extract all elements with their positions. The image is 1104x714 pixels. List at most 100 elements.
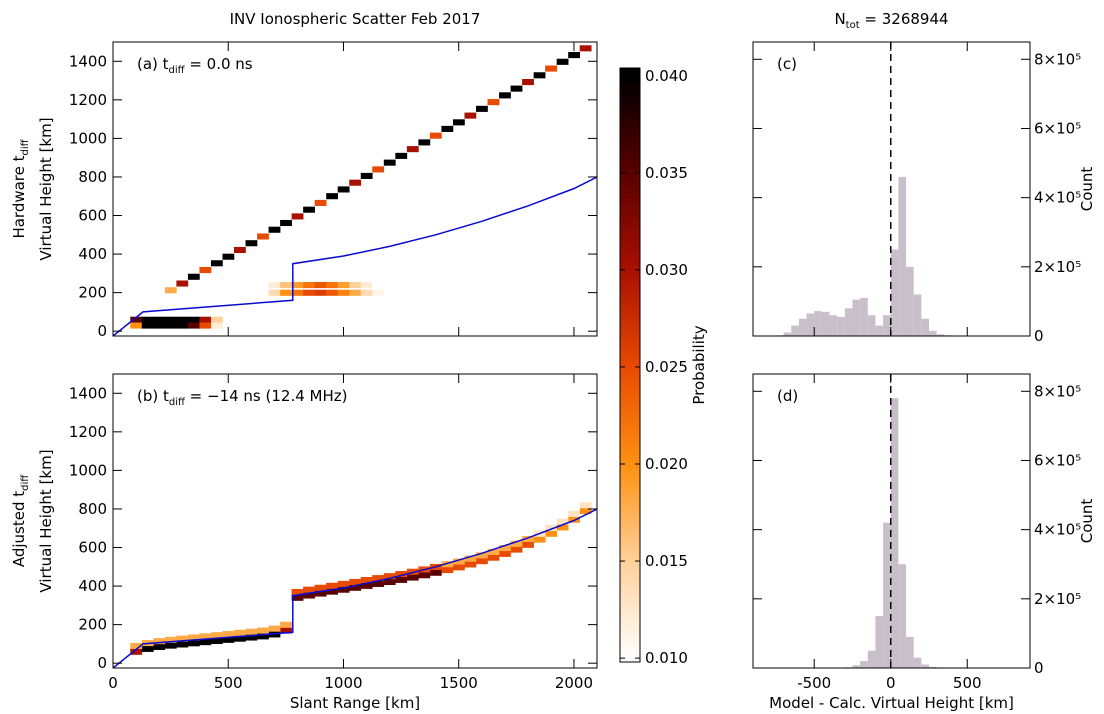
- y-tick-label: 1200: [69, 423, 107, 441]
- text-part: (b) t: [137, 387, 169, 405]
- heatmap-cell: [210, 260, 223, 267]
- x-tick-label: 2000: [555, 674, 593, 692]
- histogram-bar: [852, 665, 861, 668]
- heatmap-cell: [303, 586, 315, 593]
- text-part: N: [834, 10, 845, 28]
- heatmap-cell: [210, 632, 223, 639]
- text-part: Hardware t: [10, 155, 28, 238]
- heatmap-cell: [187, 634, 200, 641]
- text-part: (c): [777, 55, 797, 73]
- histogram-bar: [890, 398, 899, 668]
- heatmap-cell: [303, 592, 315, 599]
- heatmap-cell: [372, 580, 385, 587]
- heatmap-cell: [314, 590, 327, 597]
- text-part: Adjusted t: [10, 491, 28, 567]
- y-tick-label: 1000: [69, 461, 107, 479]
- heatmap-cell: [556, 518, 569, 525]
- heatmap-cell: [579, 45, 592, 52]
- plot-frame: [752, 373, 1031, 669]
- heatmap-cell: [452, 564, 465, 571]
- text-part: = 0.0 ns: [185, 55, 253, 73]
- heatmap-cell: [222, 630, 235, 638]
- row-label: Adjusted tdiff: [10, 474, 31, 567]
- y-tick-label: 8×10⁵: [1034, 382, 1081, 400]
- histogram-bar: [890, 249, 899, 336]
- heatmap-cell: [222, 253, 235, 260]
- heatmap-cell: [326, 582, 339, 589]
- histogram-bar: [791, 325, 799, 336]
- heatmap-cell: [556, 58, 569, 65]
- chart-title: INV Ionospheric Scatter Feb 2017: [230, 10, 481, 28]
- heatmap-cell: [187, 322, 200, 329]
- x-tick-label: 500: [953, 674, 982, 692]
- histogram-bar: [936, 334, 945, 336]
- heatmap-cell: [499, 545, 511, 552]
- heatmap-cell: [533, 536, 546, 543]
- heatmap-cell: [395, 576, 408, 583]
- y-tick-label: 600: [78, 539, 107, 557]
- panel-label: (d): [777, 387, 798, 405]
- heatmap-cell: [395, 152, 408, 159]
- colorbar-tick-label: 0.015: [645, 552, 688, 570]
- plot-frame: [112, 41, 598, 337]
- heatmap-cell: [234, 246, 246, 254]
- heatmap-cell: [476, 558, 488, 565]
- heatmap-cell: [418, 572, 431, 579]
- heatmap-cell: [349, 578, 362, 586]
- heatmap-cell: [153, 643, 166, 650]
- x-tick-label: -500: [797, 674, 831, 692]
- x-tick-label: 1500: [440, 674, 478, 692]
- y-tick-label: 800: [78, 168, 107, 186]
- subscript: diff: [20, 474, 31, 491]
- heatmap-cell: [510, 540, 523, 547]
- heatmap-cell: [199, 322, 212, 329]
- y-axis-label: Virtual Height [km]: [37, 117, 55, 260]
- heatmap-cell: [164, 287, 177, 294]
- heatmap-cell: [280, 282, 292, 289]
- heatmap-cell: [395, 571, 408, 578]
- plot-frame: [112, 373, 598, 669]
- x-tick-label: 1000: [324, 674, 362, 692]
- x-axis-label: Model - Calc. Virtual Height [km]: [769, 694, 1014, 712]
- y-tick-label: 0: [97, 654, 107, 672]
- y-axis-label: Count: [1078, 167, 1096, 212]
- heatmap-cell: [326, 282, 339, 289]
- y-tick-label: 200: [78, 616, 107, 634]
- histogram-bar: [852, 299, 861, 336]
- colorbar-tick-label: 0.010: [645, 649, 688, 667]
- heatmap-cell: [187, 316, 200, 323]
- heatmap-cell: [314, 282, 327, 289]
- heatmap-cell: [303, 282, 315, 289]
- heatmap-cell: [337, 186, 350, 193]
- y-tick-label: 0: [97, 322, 107, 340]
- heatmap-cell: [499, 550, 511, 557]
- heatmap-cell: [522, 535, 534, 543]
- heatmap: [113, 45, 597, 336]
- colorbar-tick-label: 0.025: [645, 358, 688, 376]
- heatmap-cell: [429, 569, 442, 576]
- y-tick-label: 0: [1034, 327, 1044, 345]
- colorbar-label: Probability: [690, 325, 708, 404]
- heatmap-cell: [429, 132, 442, 139]
- row-label: Hardware tdiff: [10, 138, 31, 238]
- heatmap-cell: [257, 627, 269, 634]
- heatmap-cell: [360, 282, 373, 289]
- histogram-bar: [867, 650, 876, 668]
- heatmap-cell: [360, 582, 373, 589]
- heatmap-cell: [349, 282, 362, 289]
- y-axis-label: Virtual Height [km]: [37, 449, 55, 592]
- heatmap-cell: [418, 139, 431, 146]
- heatmap-cell: [522, 79, 534, 86]
- heatmap-cell: [153, 322, 166, 329]
- x-tick-label: 0: [108, 674, 118, 692]
- heatmap-cell: [280, 219, 292, 227]
- histogram-bar: [844, 308, 853, 336]
- heatmap-cell: [406, 568, 419, 575]
- subscript: diff: [169, 397, 186, 408]
- heatmap-cell: [176, 280, 189, 287]
- heatmap-cell: [545, 524, 557, 532]
- y-tick-label: 6×10⁵: [1034, 451, 1081, 469]
- colorbar-tick-label: 0.035: [645, 164, 688, 182]
- histogram-bar: [883, 522, 891, 668]
- heatmap-cell: [245, 634, 258, 641]
